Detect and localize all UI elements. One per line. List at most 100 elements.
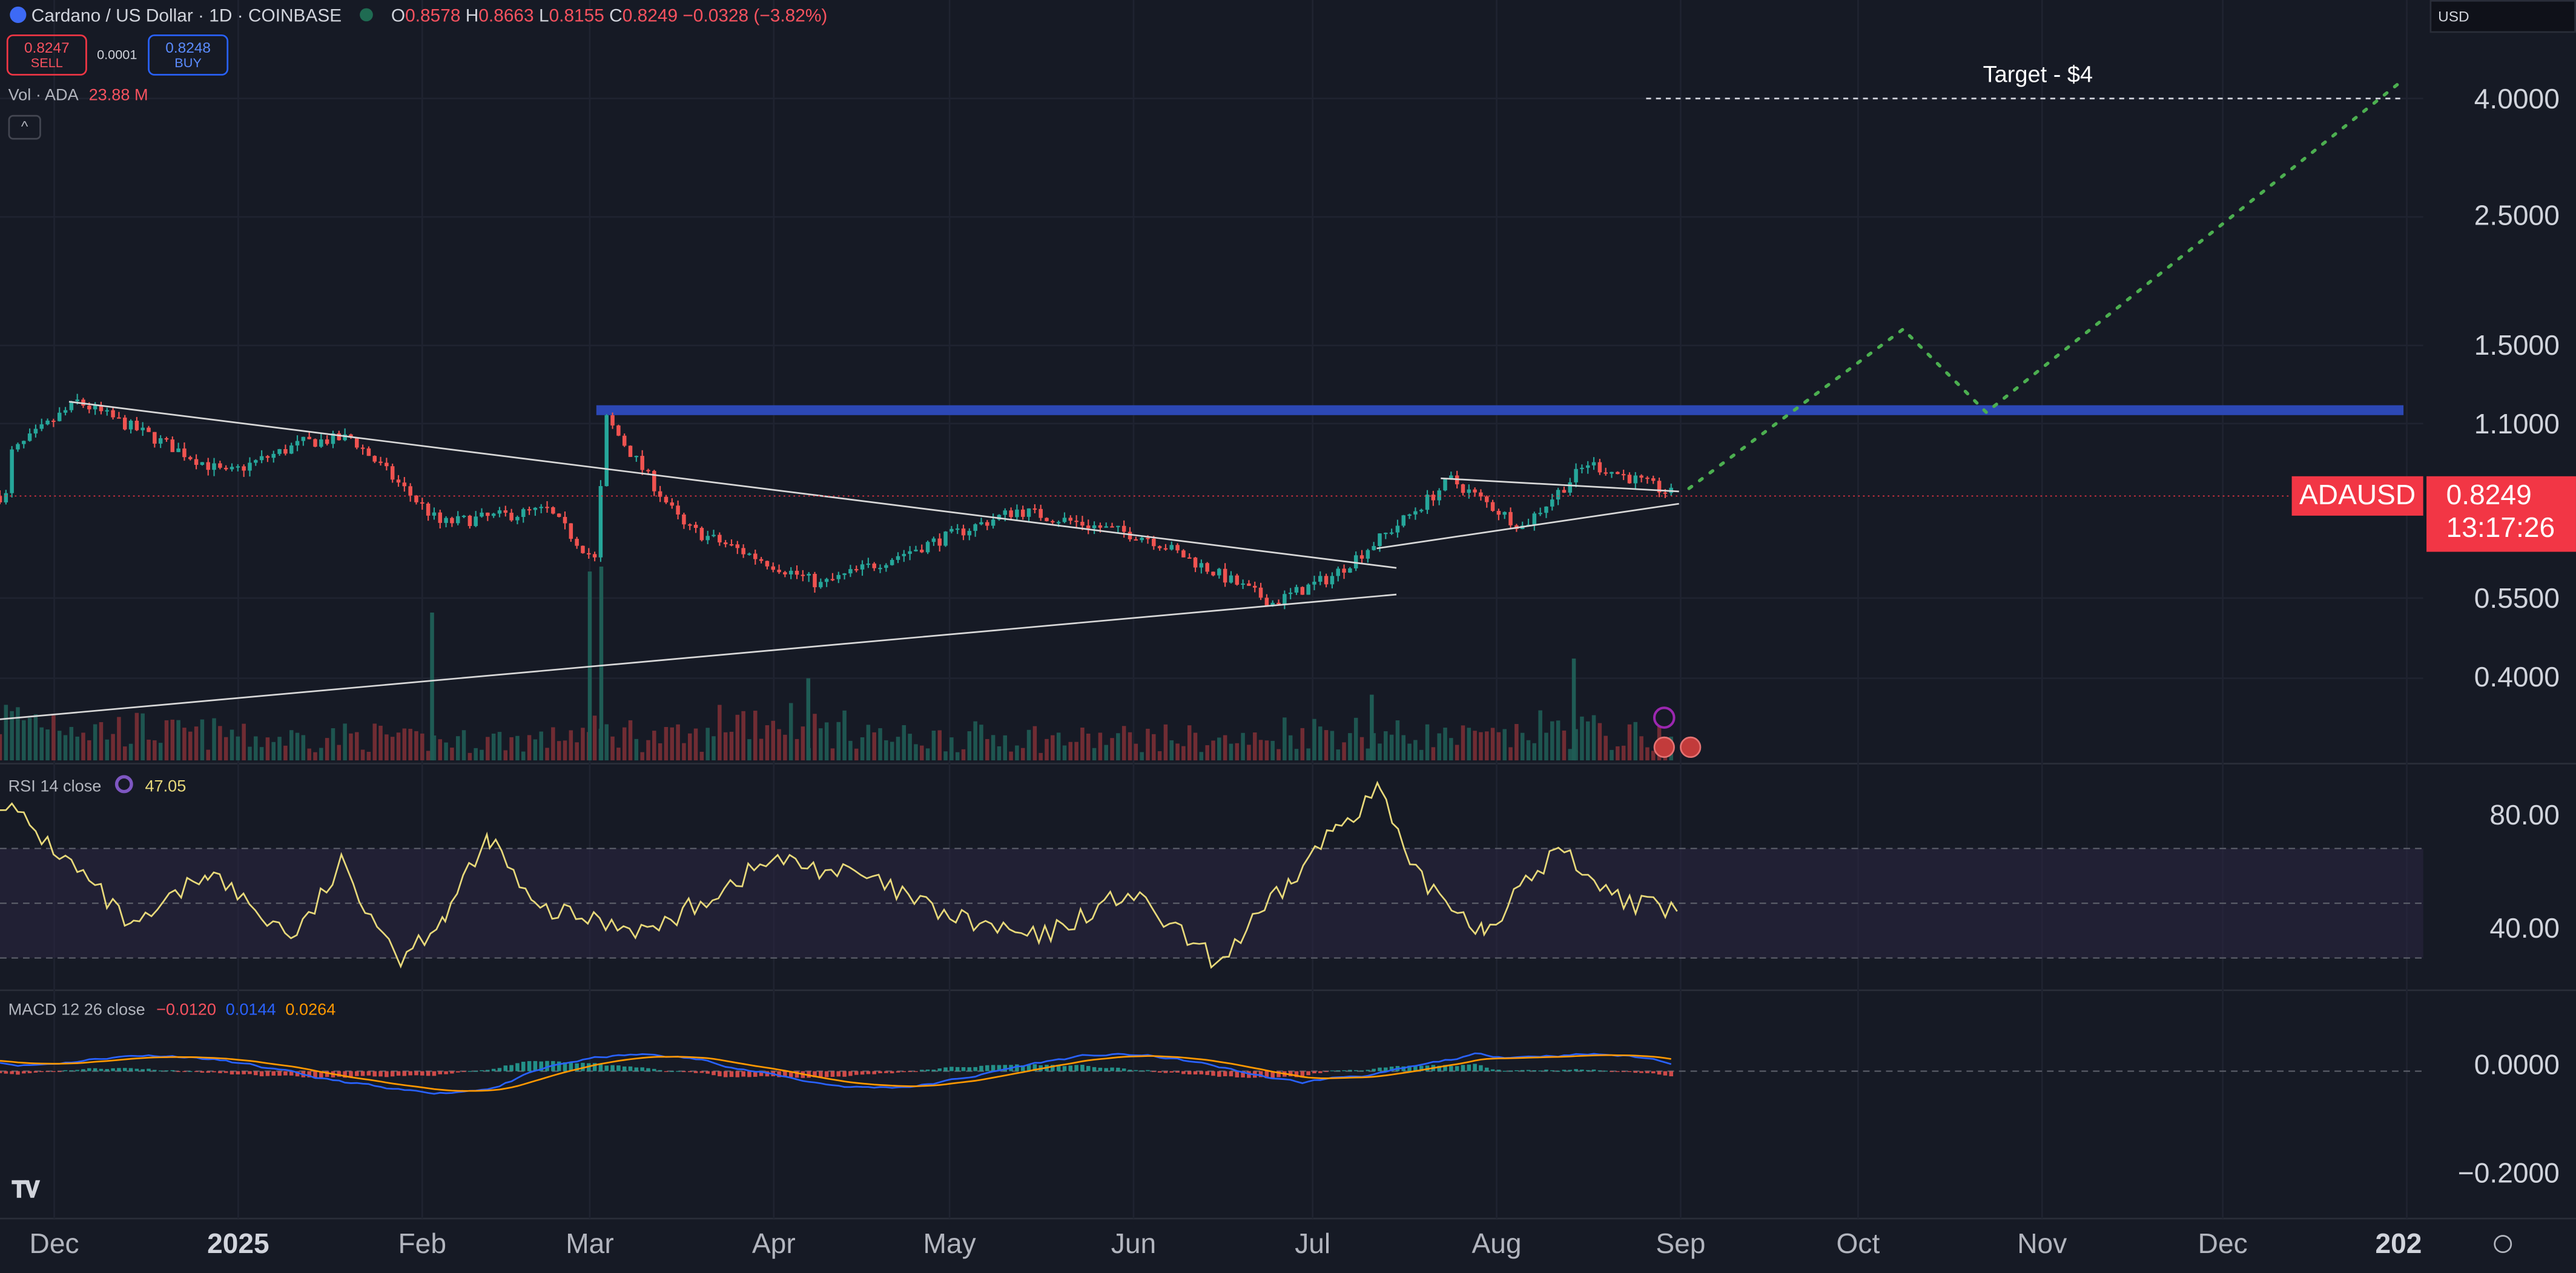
macd-histogram-bar <box>1336 1070 1340 1071</box>
candle-body <box>69 401 74 410</box>
volume-bar <box>1496 732 1501 761</box>
candle-body <box>1146 538 1150 539</box>
candle-body <box>807 574 811 576</box>
macd-histogram-bar <box>111 1068 115 1071</box>
macd-histogram-bar <box>385 1071 389 1077</box>
volume-bar <box>1485 731 1489 761</box>
volume-bar <box>860 737 865 761</box>
macd-histogram-bar <box>1437 1065 1441 1071</box>
volume-bar <box>1342 742 1346 761</box>
volume-bar <box>1639 736 1643 761</box>
volume-bar <box>372 723 377 761</box>
volume-bar <box>783 734 787 761</box>
candle-body <box>1152 538 1156 547</box>
volume-bar <box>539 731 543 761</box>
volume-bar <box>1039 752 1043 761</box>
candle-body <box>218 463 222 468</box>
volume-bar <box>1187 725 1192 761</box>
candle-body <box>16 444 20 450</box>
candle-body <box>652 470 656 492</box>
candle-body <box>200 462 205 465</box>
candle-body <box>628 446 633 457</box>
collapse-legend-button[interactable]: ^ <box>8 114 41 140</box>
macd-histogram-bar <box>1229 1071 1234 1077</box>
macd-histogram-bar <box>646 1068 650 1071</box>
macd-histogram-bar <box>1241 1071 1245 1077</box>
candle-body <box>491 513 496 516</box>
volume-bar <box>51 715 56 761</box>
macd-histogram-bar <box>1121 1068 1126 1071</box>
candle-body <box>1181 550 1186 558</box>
macd-histogram-bar <box>182 1071 187 1072</box>
volume-bar <box>432 735 437 761</box>
volume-bar <box>646 740 650 761</box>
candle-body <box>51 420 56 423</box>
macd-histogram-bar <box>1568 1070 1573 1071</box>
time-tick: Jun <box>1111 1228 1157 1260</box>
target-annotation[interactable]: Target - $4 <box>1983 61 2093 87</box>
volume-bar <box>610 736 615 761</box>
candle-body <box>497 510 502 514</box>
macd-histogram-bar <box>1384 1067 1388 1071</box>
macd-histogram-bar <box>777 1071 781 1077</box>
macd-histogram-bar <box>997 1065 1002 1071</box>
volume-bar <box>1413 740 1418 761</box>
macd-histogram-bar <box>349 1071 353 1077</box>
volume-bar <box>765 725 770 761</box>
volume-bar <box>212 718 216 761</box>
macd-histogram-bar <box>718 1071 722 1077</box>
macd-histogram-bar <box>1526 1070 1531 1071</box>
candle-body <box>664 496 669 503</box>
volume-bar <box>105 739 110 761</box>
volume-bar <box>1449 738 1453 761</box>
candle-body <box>147 427 151 432</box>
currency-select[interactable]: USD <box>2429 0 2576 33</box>
candle-body <box>854 569 859 571</box>
volume-bar <box>0 734 2 761</box>
volume-bar <box>902 725 907 761</box>
price-tick: 0.4000 <box>2474 662 2560 693</box>
volume-bar <box>39 727 44 761</box>
volume-bar <box>254 736 258 761</box>
macd-histogram-bar <box>575 1063 579 1071</box>
settings-icon[interactable] <box>116 775 134 794</box>
macd-histogram-bar <box>836 1071 841 1077</box>
buy-button[interactable]: 0.8248 BUY <box>148 34 229 76</box>
sell-button[interactable]: 0.8247 SELL <box>6 34 87 76</box>
macd-histogram-bar <box>402 1071 407 1076</box>
candle-body <box>556 513 561 517</box>
candle-body <box>1276 602 1281 605</box>
event-icon <box>1653 706 1676 729</box>
candle-body <box>1026 508 1031 517</box>
macd-histogram-bar <box>360 1071 365 1076</box>
candle-body <box>230 467 234 470</box>
macd-histogram-bar <box>979 1065 983 1071</box>
candle-body <box>967 531 972 536</box>
volume-bar <box>1372 733 1376 761</box>
candle-body <box>385 462 389 467</box>
macd-histogram-bar <box>93 1068 97 1071</box>
price-tick: 2.5000 <box>2474 200 2560 232</box>
candle-body <box>461 515 466 518</box>
chart-settings-icon[interactable] <box>2494 1235 2512 1254</box>
candle-body <box>670 502 675 506</box>
candle-body <box>289 445 294 454</box>
volume-bar <box>486 737 490 761</box>
candle-body <box>836 574 841 579</box>
macd-histogram-bar <box>414 1071 418 1076</box>
price-tick: 4.0000 <box>2474 84 2560 115</box>
volume-bar <box>1092 748 1097 761</box>
macd-histogram-bar <box>16 1071 20 1075</box>
volume-bar <box>426 751 431 761</box>
volume-bar <box>497 732 502 761</box>
macd-histogram-bar <box>687 1071 692 1073</box>
macd-histogram-bar <box>497 1068 502 1071</box>
volume-bar <box>622 727 627 761</box>
macd-histogram-bar <box>1366 1070 1370 1071</box>
volume-bar <box>687 733 692 761</box>
macd-histogram-bar <box>1318 1071 1323 1073</box>
candle-body <box>1217 568 1221 576</box>
candle-body <box>4 493 8 502</box>
candle-body <box>307 436 311 439</box>
